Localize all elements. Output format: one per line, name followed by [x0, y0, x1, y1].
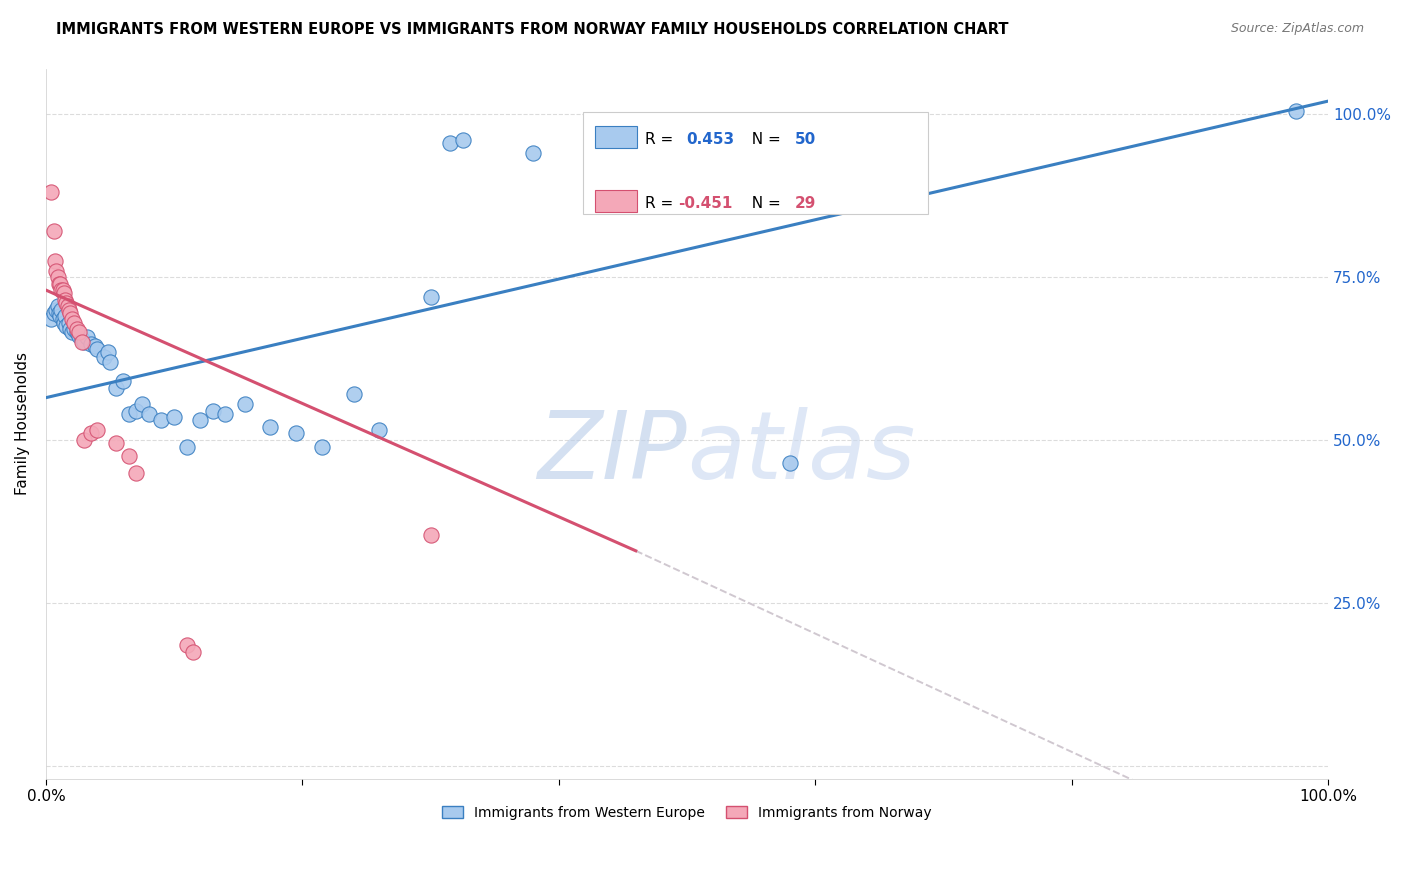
Text: N =: N =	[742, 132, 786, 147]
Point	[59, 306, 82, 320]
Point	[66, 326, 89, 340]
Point	[214, 407, 236, 421]
Point	[51, 302, 73, 317]
Text: atlas: atlas	[688, 407, 915, 498]
Point	[52, 312, 75, 326]
Point	[93, 350, 115, 364]
Point	[150, 413, 173, 427]
Point	[66, 322, 89, 336]
Point	[60, 326, 83, 340]
Point	[58, 302, 80, 317]
Point	[183, 645, 205, 659]
Point	[70, 335, 93, 350]
Point	[52, 316, 75, 330]
Point	[67, 326, 90, 340]
Point	[39, 312, 62, 326]
Point	[233, 397, 256, 411]
Point	[86, 423, 108, 437]
Point	[45, 263, 67, 277]
Point	[80, 336, 103, 351]
Point	[125, 403, 148, 417]
Point	[118, 450, 141, 464]
Legend: Immigrants from Western Europe, Immigrants from Norway: Immigrants from Western Europe, Immigran…	[437, 800, 938, 825]
Point	[39, 186, 62, 200]
Point	[779, 456, 801, 470]
Point	[105, 381, 128, 395]
Text: IMMIGRANTS FROM WESTERN EUROPE VS IMMIGRANTS FROM NORWAY FAMILY HOUSEHOLDS CORRE: IMMIGRANTS FROM WESTERN EUROPE VS IMMIGR…	[56, 22, 1008, 37]
Point	[163, 410, 186, 425]
Point	[98, 355, 121, 369]
Point	[105, 436, 128, 450]
Text: -0.451: -0.451	[678, 196, 733, 211]
Point	[138, 407, 160, 421]
Point	[55, 296, 77, 310]
Point	[73, 335, 96, 350]
Point	[48, 277, 70, 291]
Text: R =: R =	[645, 132, 679, 147]
Point	[53, 309, 76, 323]
Point	[83, 338, 105, 352]
Point	[63, 316, 86, 330]
Point	[46, 300, 69, 314]
Point	[70, 332, 93, 346]
Point	[55, 318, 77, 333]
Point	[522, 146, 544, 161]
Text: R =: R =	[645, 196, 679, 211]
Point	[49, 277, 72, 291]
Point	[63, 322, 86, 336]
Point	[201, 403, 224, 417]
Point	[125, 466, 148, 480]
Point	[1285, 103, 1308, 118]
Point	[311, 440, 333, 454]
Point	[259, 420, 281, 434]
Point	[451, 133, 474, 147]
Point	[76, 330, 98, 344]
Point	[176, 440, 198, 454]
Point	[58, 316, 80, 330]
Point	[52, 283, 75, 297]
Point	[60, 312, 83, 326]
Point	[419, 290, 441, 304]
Point	[42, 306, 65, 320]
Point	[42, 224, 65, 238]
Point	[80, 426, 103, 441]
Y-axis label: Family Households: Family Households	[15, 352, 30, 495]
Text: 0.453: 0.453	[686, 132, 734, 147]
Point	[439, 136, 461, 151]
Point	[343, 387, 366, 401]
Point	[56, 300, 79, 314]
Point	[419, 527, 441, 541]
Point	[44, 253, 66, 268]
Point	[53, 293, 76, 307]
Point	[131, 397, 153, 411]
Text: N =: N =	[742, 196, 786, 211]
Point	[176, 638, 198, 652]
Point	[86, 342, 108, 356]
Point	[368, 423, 391, 437]
Point	[285, 426, 308, 441]
Text: 50: 50	[794, 132, 815, 147]
Text: 29: 29	[794, 196, 815, 211]
Point	[48, 306, 70, 320]
Text: ZIP: ZIP	[537, 407, 688, 498]
Point	[51, 283, 73, 297]
Point	[111, 375, 134, 389]
Point	[118, 407, 141, 421]
Point	[96, 345, 118, 359]
Point	[45, 302, 67, 317]
Point	[46, 270, 69, 285]
Point	[52, 286, 75, 301]
Point	[73, 433, 96, 447]
Point	[59, 322, 82, 336]
Point	[67, 328, 90, 343]
Text: Source: ZipAtlas.com: Source: ZipAtlas.com	[1230, 22, 1364, 36]
Point	[49, 309, 72, 323]
Point	[188, 413, 211, 427]
